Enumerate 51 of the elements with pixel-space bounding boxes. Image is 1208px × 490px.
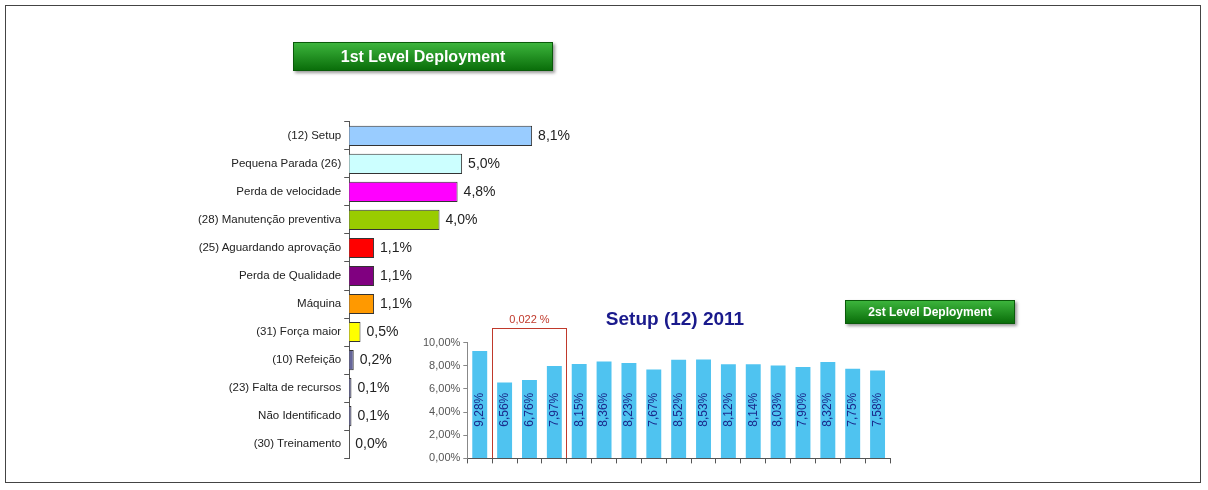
data-label: 8,23%	[621, 392, 636, 427]
y-tick-label: Perda de Qualidade	[238, 269, 342, 282]
data-label: 7,67%	[646, 392, 661, 427]
data-label: 4,0%	[445, 210, 478, 227]
y-tick-label: 6,00%	[429, 381, 461, 394]
y-tick-label: 4,00%	[429, 405, 461, 418]
y-tick-label: (28) Manutenção preventiva	[198, 213, 342, 226]
y-tick-label: 10,00%	[423, 335, 461, 348]
data-label: 1,1%	[380, 266, 412, 283]
data-label: 0,2%	[359, 350, 392, 367]
y-tick-label: 8,00%	[429, 358, 461, 371]
data-label: 8,1%	[538, 126, 571, 143]
y-tick-label: Não Identificado	[258, 409, 342, 422]
data-label: 0,1%	[357, 406, 390, 423]
y-tick-label: (31) Força maior	[256, 325, 342, 338]
text: 2st Level Deployment	[845, 300, 1015, 324]
data-label: 0,0%	[355, 434, 388, 451]
data-label: 6,56%	[496, 392, 511, 427]
data-label: 4,8%	[463, 182, 496, 199]
chart-title: 1st Level Deployment	[293, 42, 553, 71]
annotation: 0,022 %	[508, 313, 551, 325]
data-label: 8,14%	[745, 392, 760, 427]
data-label: 8,53%	[695, 392, 710, 427]
y-tick-label: (12) Setup	[287, 129, 342, 142]
data-label: 8,36%	[596, 392, 611, 427]
data-label: 0,5%	[366, 322, 399, 339]
data-label: 0,1%	[357, 378, 390, 395]
data-label: 7,58%	[869, 392, 884, 427]
data-label: 8,32%	[820, 392, 835, 427]
y-tick-label: (25) Aguardando aprovação	[198, 241, 342, 254]
data-label: 9,28%	[472, 392, 487, 427]
y-tick-label: Pequena Parada (26)	[231, 157, 342, 170]
y-tick-label: 0,00%	[429, 451, 461, 464]
y-tick-label: Perda de velocidade	[236, 185, 342, 198]
data-label: 7,97%	[546, 392, 561, 427]
data-label: 1,1%	[380, 238, 412, 255]
y-tick-label: (10) Refeição	[272, 353, 342, 366]
data-label: 7,90%	[795, 392, 810, 427]
data-label: 5,0%	[468, 154, 501, 171]
data-label: 8,03%	[770, 392, 785, 427]
y-tick-label: 2,00%	[429, 428, 461, 441]
data-label: 1,1%	[380, 294, 412, 311]
y-tick-label: (23) Falta de recursos	[228, 381, 342, 394]
data-label: 6,76%	[521, 392, 536, 427]
chart-title: Setup (12) 2011	[604, 308, 746, 330]
y-tick-label: Máquina	[297, 297, 342, 310]
data-label: 7,75%	[845, 392, 860, 427]
data-label: 8,15%	[571, 392, 586, 427]
y-tick-label: (30) Treinamento	[253, 437, 342, 450]
data-label: 8,12%	[720, 392, 735, 427]
data-label: 8,52%	[670, 392, 685, 427]
